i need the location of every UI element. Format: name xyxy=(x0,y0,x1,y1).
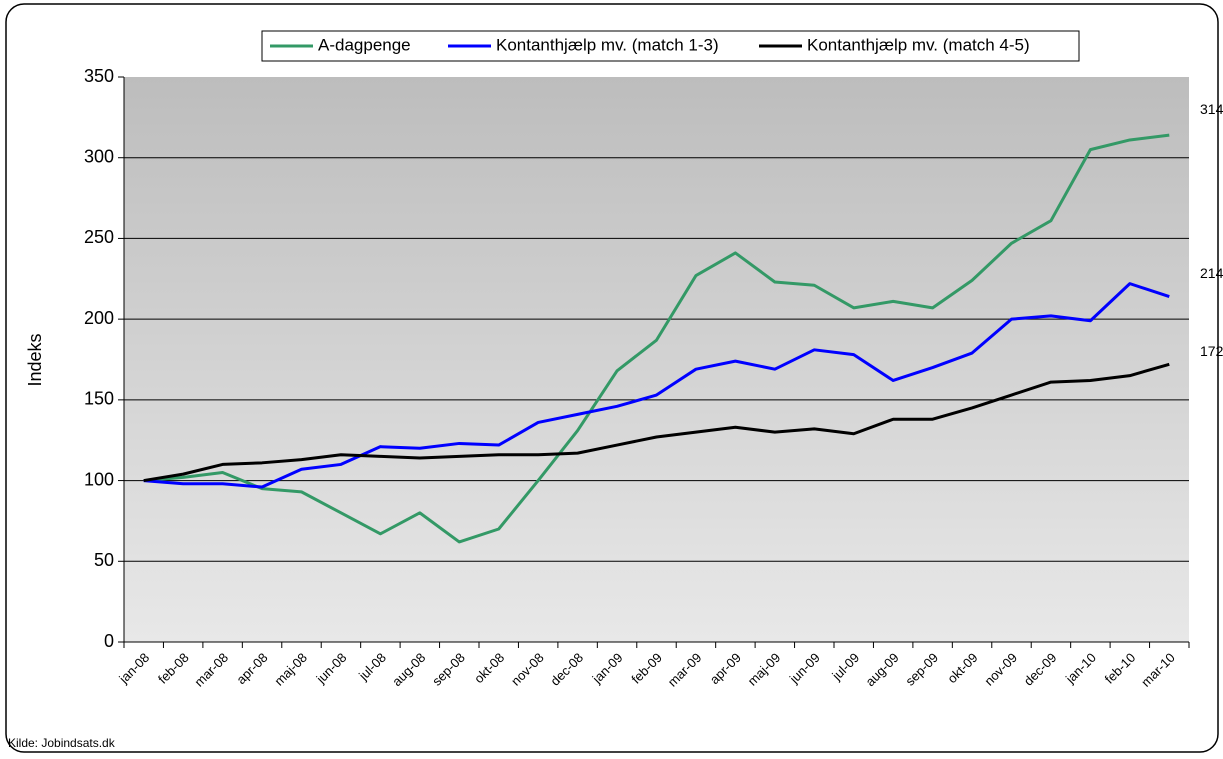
series-line xyxy=(143,282,1170,489)
y-tick-label: 100 xyxy=(84,469,114,489)
legend-label: Kontanthjælp mv. (match 1-3) xyxy=(496,35,719,54)
y-tick-label: 50 xyxy=(94,550,114,570)
y-axis-label: Indeks xyxy=(25,333,45,386)
end-label: 214 xyxy=(1200,265,1223,281)
legend-label: Kontanthjælp mv. (match 4-5) xyxy=(807,35,1030,54)
source: Kilde: Jobindsats.dk xyxy=(8,736,116,750)
legend-box xyxy=(261,30,1080,62)
end-label: 314 xyxy=(1200,101,1223,117)
y-tick-label: 200 xyxy=(84,308,114,328)
plot-area xyxy=(124,77,1189,642)
y-tick-label: 0 xyxy=(104,631,114,651)
y-tick-label: 150 xyxy=(84,389,114,409)
legend-label: A-dagpenge xyxy=(318,35,411,54)
end-label: 172 xyxy=(1200,343,1223,359)
y-tick-label: 250 xyxy=(84,227,114,247)
series-line xyxy=(143,133,1170,544)
y-tick-label: 350 xyxy=(84,66,114,86)
y-tick-label: 300 xyxy=(84,146,114,166)
series-line xyxy=(143,362,1170,483)
